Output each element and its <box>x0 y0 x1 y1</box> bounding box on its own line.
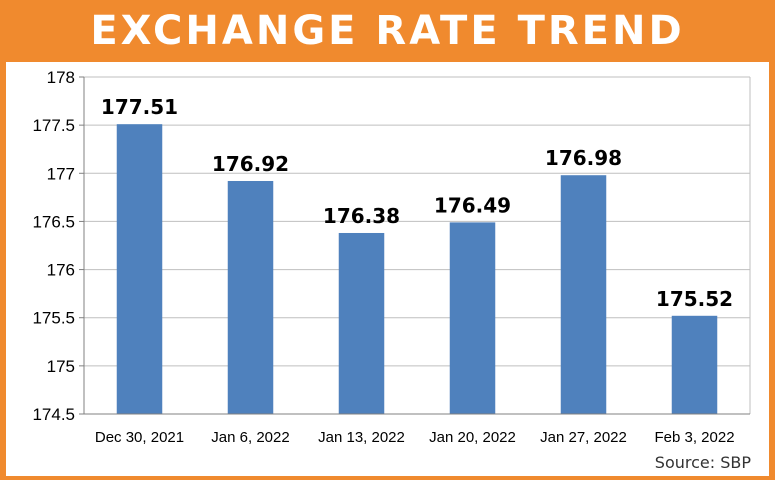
bar <box>560 175 607 414</box>
chart-title: EXCHANGE RATE TREND <box>90 8 685 54</box>
source-note: Source: SBP <box>654 453 751 472</box>
y-tick-label: 176 <box>47 261 75 280</box>
x-tick-label: Jan 20, 2022 <box>429 429 516 446</box>
y-tick-label: 175.5 <box>32 309 75 328</box>
y-tick-label: 176.5 <box>32 212 75 231</box>
data-label: 176.49 <box>434 193 511 217</box>
x-tick-label: Feb 3, 2022 <box>654 429 734 446</box>
x-tick-label: Jan 6, 2022 <box>211 429 289 446</box>
data-label: 177.51 <box>101 95 178 119</box>
bar <box>449 222 496 414</box>
chart-panel: 174.5 175 175.5 176 176.5 177 177.5 178 177.51 De… <box>6 62 769 476</box>
data-label: 176.92 <box>212 152 289 176</box>
y-tick-label: 174.5 <box>32 405 75 424</box>
y-tick-label: 175 <box>47 357 75 376</box>
data-label: 175.52 <box>656 287 733 311</box>
y-tick-label: 177.5 <box>32 116 75 135</box>
x-tick-label: Dec 30, 2021 <box>95 429 184 446</box>
bar <box>227 180 274 414</box>
bar <box>338 232 385 414</box>
y-tick-label: 178 <box>47 68 75 87</box>
bar-chart: 174.5 175 175.5 176 176.5 177 177.5 178 177.51 De… <box>32 68 751 446</box>
data-label: 176.98 <box>545 146 622 170</box>
title-bar: EXCHANGE RATE TREND <box>0 0 775 62</box>
data-label: 176.38 <box>323 204 400 228</box>
bar <box>671 315 718 414</box>
x-tick-label: Jan 13, 2022 <box>318 429 405 446</box>
bar <box>116 124 163 415</box>
y-tick-label: 177 <box>47 164 75 183</box>
x-tick-label: Jan 27, 2022 <box>540 429 627 446</box>
